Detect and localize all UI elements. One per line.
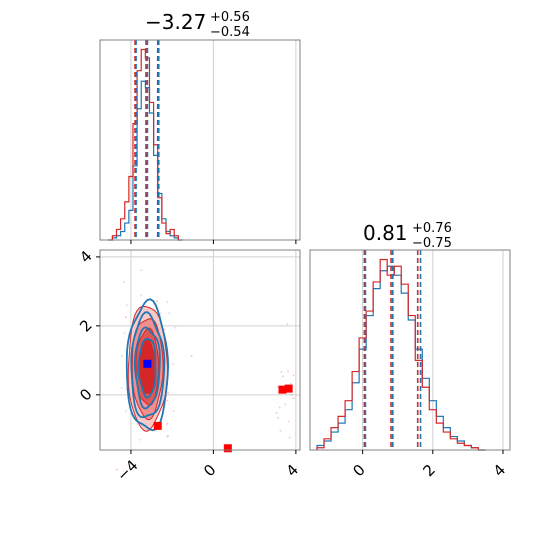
scatter-point	[120, 386, 123, 389]
title-marginal-x-lower: −0.54	[210, 25, 250, 40]
scatter-point	[123, 280, 126, 283]
tick-label-y: 0	[76, 385, 95, 404]
tick-label-x: 4	[490, 461, 509, 480]
tick-label-x: 0	[200, 461, 219, 480]
scatter-point	[167, 391, 170, 394]
scatter-point	[115, 468, 118, 471]
scatter-point	[155, 300, 158, 303]
frame-marginal-x	[99, 39, 301, 241]
scatter-point	[284, 403, 287, 406]
frame-marginal-y	[309, 249, 511, 451]
scatter-point	[168, 312, 171, 315]
grid-marginal-y	[362, 250, 504, 450]
panel-marginal-x: −3.27 +0.56 −0.54	[99, 10, 301, 244]
tick-label-y: 2	[76, 316, 95, 335]
scatter-point	[125, 304, 128, 307]
title-marginal-x-value: −3.27	[145, 10, 206, 34]
panel-joint: −4 0 4 0 2 4	[76, 247, 302, 484]
tick-label-x: 2	[420, 461, 439, 480]
scatter-point	[190, 354, 193, 357]
scatter-point	[120, 355, 123, 358]
scatter-point	[278, 406, 281, 409]
scatter-point	[276, 385, 279, 388]
contour-line-blue-3	[137, 337, 157, 399]
quantile-lines-marginal-x	[134, 40, 160, 240]
scatter-point	[290, 393, 293, 396]
scatter-point	[289, 382, 292, 385]
scatter-point	[292, 397, 295, 400]
title-marginal-x: −3.27	[145, 10, 206, 34]
histogram-series-0	[316, 265, 486, 451]
scatter-point	[140, 269, 143, 272]
scatter-point	[288, 436, 291, 439]
scatter-point	[275, 411, 278, 414]
panel-marginal-y: 0.81 +0.76 −0.75 0 2 4	[309, 221, 511, 480]
histogram-series-1	[108, 48, 183, 241]
markers-joint	[143, 359, 293, 453]
scatter-point	[172, 410, 175, 413]
title-marginal-y-lower: −0.75	[412, 236, 452, 251]
red-square-marker	[223, 444, 232, 453]
scatter-point	[140, 294, 143, 297]
title-marginal-y: 0.81	[363, 221, 408, 245]
scatter-point	[280, 370, 283, 373]
contour-line-blue-1	[130, 311, 166, 419]
contour-line-blue-2	[133, 326, 161, 410]
tick-label-x: 0	[349, 461, 368, 480]
scatter-point	[292, 374, 295, 377]
scatter-point	[166, 434, 169, 437]
scatter-point	[136, 422, 139, 425]
frame-joint	[99, 249, 301, 451]
title-marginal-y-upper: +0.76	[412, 221, 452, 236]
scatter-point	[286, 323, 289, 326]
scatter-point	[166, 301, 169, 304]
grid-marginal-x	[130, 40, 297, 240]
scatter-point	[166, 422, 169, 425]
ticks-marginal-y: 0 2 4	[349, 450, 509, 480]
blue-square-marker	[143, 359, 152, 368]
scatter-point	[159, 312, 162, 315]
scatter-point	[287, 370, 290, 373]
ticks-marginal-x	[130, 240, 297, 244]
title-marginal-x-upper: +0.56	[210, 10, 250, 25]
scatter-point	[279, 429, 282, 432]
scatter-point	[174, 326, 177, 329]
scatter-point	[166, 399, 169, 402]
ticks-joint: −4 0 4 0 2 4	[76, 247, 302, 484]
tick-label-y: 4	[76, 247, 95, 266]
histogram-series-1	[316, 258, 486, 451]
scatter-point	[125, 387, 128, 390]
scatter-point	[138, 438, 141, 441]
histograms-marginal-y	[316, 258, 486, 451]
scatter-point	[281, 375, 284, 378]
contours-joint	[125, 298, 170, 432]
red-square-marker	[153, 421, 162, 430]
scatter-point	[123, 332, 126, 335]
scatter-point	[276, 416, 279, 419]
scatter-point	[125, 410, 128, 413]
tick-label-x: −4	[113, 456, 141, 484]
red-square-marker	[284, 384, 293, 393]
scatter-point	[287, 420, 290, 423]
scatter-point	[172, 362, 175, 365]
red-square-marker	[278, 385, 287, 394]
title-marginal-y-value: 0.81	[363, 221, 408, 245]
quantile-lines-marginal-y	[363, 250, 422, 450]
scatter-point	[125, 316, 128, 319]
tick-label-x: 4	[283, 461, 302, 480]
